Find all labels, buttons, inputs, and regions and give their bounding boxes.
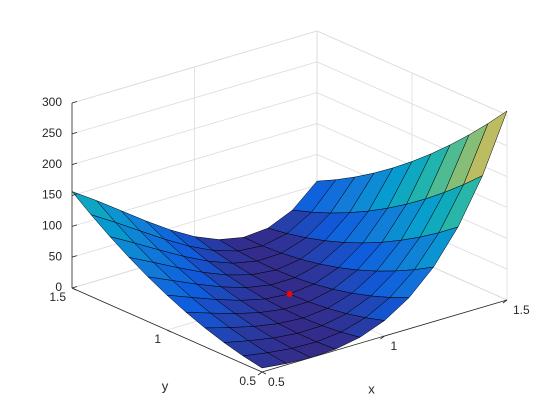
marker [286, 291, 293, 297]
z-tick-label: 300 [42, 95, 62, 109]
y-tick-label: 1 [154, 332, 161, 346]
y-axis-label: y [162, 378, 169, 393]
z-tick [71, 193, 78, 196]
x-tick-label: 1.5 [513, 303, 530, 317]
x-axis-label: x [368, 381, 375, 396]
y-tick-label: 0.5 [239, 374, 256, 388]
y-tick [166, 329, 172, 333]
x-tick-label: 0.5 [268, 375, 285, 389]
surface-patch [242, 352, 288, 369]
y-tick [71, 287, 77, 291]
z-tick-label: 200 [42, 157, 62, 171]
z-tick [71, 224, 78, 227]
x-tick [380, 335, 385, 340]
z-tick-label: 100 [42, 219, 62, 233]
y-tick-label: 1.5 [49, 290, 66, 304]
z-tick [71, 101, 78, 104]
y-tick [261, 371, 267, 375]
x-tick-label: 1 [391, 339, 398, 353]
z-tick [71, 255, 78, 258]
x-tick [502, 299, 508, 304]
z-tick-label: 50 [49, 249, 63, 263]
z-tick [71, 286, 78, 289]
x-tick [257, 371, 263, 376]
z-tick-label: 150 [42, 188, 62, 202]
z-tick-label: 0 [55, 280, 62, 294]
z-tick [71, 162, 78, 166]
z-tick [71, 131, 78, 135]
z-tick-label: 250 [42, 126, 62, 140]
